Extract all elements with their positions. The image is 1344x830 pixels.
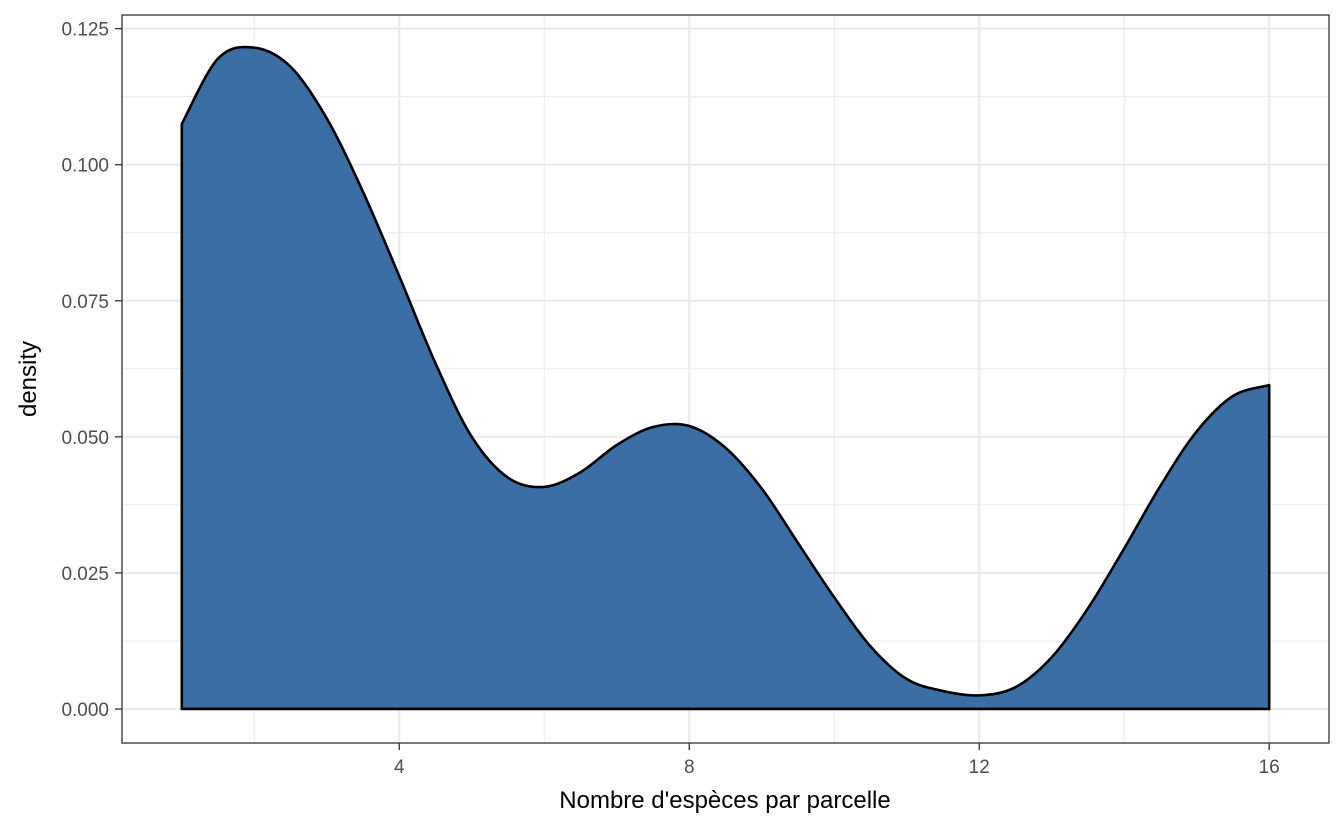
x-tick-label: 12 [969,757,990,778]
y-tick-label: 0.000 [61,700,109,721]
panel-border [121,14,1330,744]
x-axis-title: Nombre d'espèces par parcelle [559,787,890,814]
y-tick-label: 0.125 [61,20,109,41]
x-tick-label: 4 [394,757,405,778]
y-axis-title: density [15,341,42,417]
x-tick-label: 16 [1259,757,1280,778]
y-tick-label: 0.050 [61,428,109,449]
y-axis: 0.000 0.025 0.050 0.075 0.100 0.125 [61,20,122,721]
y-tick-label: 0.025 [61,564,109,585]
x-tick-label: 8 [684,757,695,778]
density-area [180,45,1271,711]
y-tick-label: 0.075 [61,292,109,313]
x-axis: 4 8 12 16 [394,743,1280,778]
y-tick-label: 0.100 [61,156,109,177]
